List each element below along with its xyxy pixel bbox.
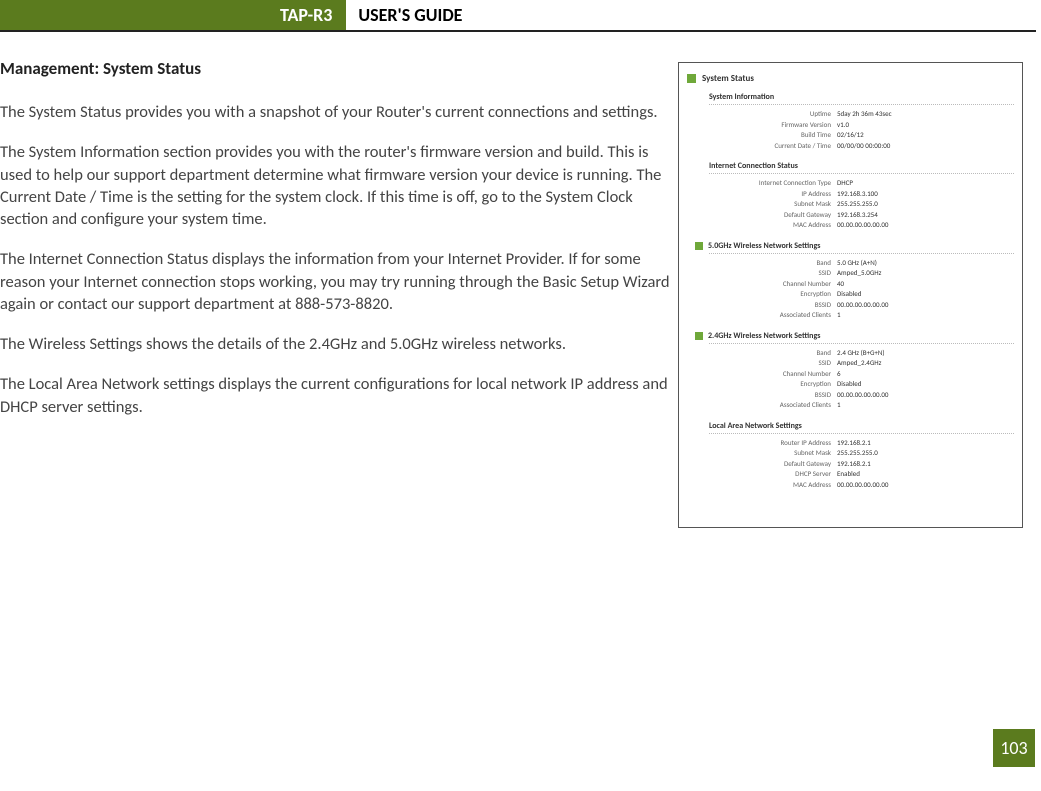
- paragraph-5: The Local Area Network settings displays…: [0, 373, 672, 418]
- internet-connection-heading: Internet Connection Status: [709, 161, 1014, 174]
- row-lan-ip: Router IP Address192.168.2.1: [727, 438, 1014, 449]
- row-lan-mask: Subnet Mask255.255.255.0: [727, 448, 1014, 459]
- lan-heading: Local Area Network Settings: [709, 421, 1014, 434]
- wireless-24ghz-heading: 2.4GHz Wireless Network Settings: [709, 331, 1014, 344]
- row-lan-gw: Default Gateway192.168.2.1: [727, 459, 1014, 470]
- row-24-encryption: EncryptionDisabled: [727, 379, 1014, 390]
- paragraph-2: The System Information section provides …: [0, 141, 672, 230]
- row-buildtime: Build Time02/16/12: [727, 130, 1014, 141]
- wireless-24ghz-section: 2.4GHz Wireless Network Settings Band2.4…: [709, 331, 1014, 411]
- screenshot-column: System Status System Information Uptime5…: [678, 58, 1028, 528]
- title-bullet-icon: [687, 74, 696, 83]
- paragraph-4: The Wireless Settings shows the details …: [0, 333, 672, 355]
- row-datetime: Current Date / Time00/00/00 00:00:00: [727, 141, 1014, 152]
- lan-section: Local Area Network Settings Router IP Ad…: [709, 421, 1014, 491]
- header-accent-bar: [0, 0, 20, 30]
- row-mac: MAC Address00.00.00.00.00.00: [727, 220, 1014, 231]
- row-5-encryption: EncryptionDisabled: [727, 289, 1014, 300]
- screenshot-title: System Status: [702, 73, 754, 84]
- internet-connection-section: Internet Connection Status Internet Conn…: [709, 161, 1014, 231]
- row-lan-dhcp: DHCP ServerEnabled: [727, 469, 1014, 480]
- row-ip: IP Address192.168.3.100: [727, 189, 1014, 200]
- row-24-band: Band2.4 GHz (B+G+N): [727, 348, 1014, 359]
- wireless-5ghz-heading: 5.0GHz Wireless Network Settings: [709, 241, 1014, 254]
- section-bullet-icon: [695, 242, 703, 250]
- page-body: Management: System Status The System Sta…: [0, 32, 1041, 528]
- paragraph-1: The System Status provides you with a sn…: [0, 101, 672, 123]
- section-heading: Management: System Status: [0, 58, 672, 79]
- header-product: TAP-R3: [20, 0, 346, 30]
- wireless-5ghz-section: 5.0GHz Wireless Network Settings Band5.0…: [709, 241, 1014, 321]
- row-5-bssid: BSSID00.00.00.00.00.00: [727, 300, 1014, 311]
- row-lan-mac: MAC Address00.00.00.00.00.00: [727, 480, 1014, 491]
- system-status-screenshot: System Status System Information Uptime5…: [678, 62, 1023, 528]
- page-header: TAP-R3 USER'S GUIDE: [0, 0, 1036, 32]
- row-mask: Subnet Mask255.255.255.0: [727, 199, 1014, 210]
- row-5-band: Band5.0 GHz (A+N): [727, 258, 1014, 269]
- section-bullet-icon: [695, 332, 703, 340]
- system-information-heading: System Information: [709, 92, 1014, 105]
- row-uptime: Uptime5day 2h 36m 43sec: [727, 109, 1014, 120]
- text-column: Management: System Status The System Sta…: [0, 58, 678, 528]
- row-firmware: Firmware Versionv1.0: [727, 120, 1014, 131]
- paragraph-3: The Internet Connection Status displays …: [0, 248, 672, 315]
- row-24-bssid: BSSID00.00.00.00.00.00: [727, 390, 1014, 401]
- row-5-channel: Channel Number40: [727, 279, 1014, 290]
- row-conn-type: Internet Connection TypeDHCP: [727, 178, 1014, 189]
- row-24-clients: Associated Clients1: [727, 400, 1014, 411]
- row-gw: Default Gateway192.168.3.254: [727, 210, 1014, 221]
- system-information-section: System Information Uptime5day 2h 36m 43s…: [709, 92, 1014, 151]
- row-24-channel: Channel Number6: [727, 369, 1014, 380]
- row-5-clients: Associated Clients1: [727, 310, 1014, 321]
- header-title: USER'S GUIDE: [346, 0, 474, 30]
- page-number: 103: [993, 729, 1035, 767]
- row-24-ssid: SSIDAmped_2.4GHz: [727, 358, 1014, 369]
- row-5-ssid: SSIDAmped_5.0GHz: [727, 268, 1014, 279]
- screenshot-title-row: System Status: [687, 73, 1014, 84]
